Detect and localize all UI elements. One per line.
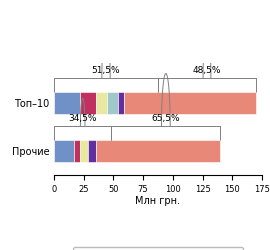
Bar — [89, 140, 96, 162]
X-axis label: Млн грн.: Млн грн. — [136, 196, 180, 206]
Text: 34,5%: 34,5% — [68, 114, 97, 123]
Bar — [54, 140, 74, 162]
Bar — [80, 92, 96, 114]
Bar — [54, 92, 80, 114]
Bar — [107, 92, 118, 114]
Bar — [80, 140, 89, 162]
Bar — [74, 140, 80, 162]
Text: 48,5%: 48,5% — [193, 66, 221, 75]
Bar — [96, 92, 107, 114]
Bar — [124, 92, 256, 114]
Text: 65,5%: 65,5% — [151, 114, 180, 123]
Text: 51,5%: 51,5% — [92, 66, 120, 75]
Bar — [118, 92, 124, 114]
Legend: Германия, Франция, Австрия, Словения, Венгрия, Прочие: Германия, Франция, Австрия, Словения, Ве… — [73, 247, 243, 250]
Bar — [96, 140, 220, 162]
